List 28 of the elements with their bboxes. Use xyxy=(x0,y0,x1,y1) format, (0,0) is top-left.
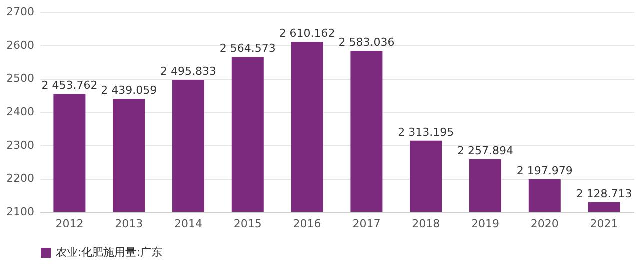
x-tick-label: 2020 xyxy=(530,218,559,230)
x-tick-label: 2015 xyxy=(234,218,262,230)
data-label: 2 439.059 xyxy=(101,84,158,97)
y-tick-label: 2700 xyxy=(6,6,34,18)
data-label: 2 313.195 xyxy=(398,126,454,139)
data-label: 2 495.833 xyxy=(160,65,216,78)
y-tick-label: 2600 xyxy=(6,38,34,52)
data-label: 2 564.573 xyxy=(220,42,276,56)
legend-label: 农业:化肥施用量:广东 xyxy=(56,246,162,259)
x-tick-label: 2021 xyxy=(590,218,618,230)
data-label: 2 583.036 xyxy=(338,36,395,49)
data-label: 2 257.894 xyxy=(458,144,514,158)
x-tick-label: 2014 xyxy=(174,218,202,230)
x-tick-label: 2012 xyxy=(56,218,84,230)
y-tick-label: 2300 xyxy=(6,138,34,152)
y-tick-label: 2100 xyxy=(6,206,34,218)
y-tick-label: 2500 xyxy=(6,72,34,86)
y-tick-label: 2400 xyxy=(6,106,34,118)
data-label: 2 610.162 xyxy=(279,26,336,40)
data-label: 2 197.979 xyxy=(516,164,573,178)
x-tick-label: 2017 xyxy=(352,218,381,230)
x-tick-label: 2016 xyxy=(293,218,322,230)
x-tick-label: 2019 xyxy=(472,218,500,230)
x-tick-label: 2013 xyxy=(115,218,144,230)
y-tick-label: 2200 xyxy=(6,172,34,186)
x-tick-label: 2018 xyxy=(412,218,440,230)
data-label: 2 453.762 xyxy=(42,79,98,92)
data-label: 2 128.713 xyxy=(576,187,632,200)
